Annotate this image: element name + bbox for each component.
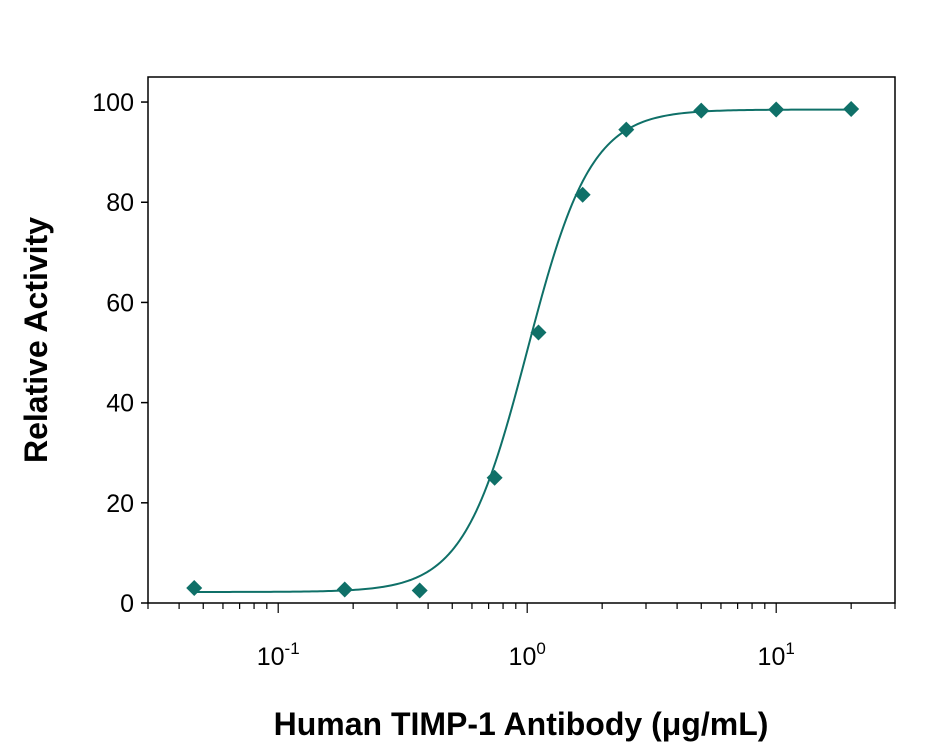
data-point — [411, 582, 428, 599]
data-point — [186, 579, 203, 596]
data-point — [768, 101, 785, 118]
y-axis: 0 20 40 60 80 100 — [92, 89, 148, 618]
x-tick-label: 10-1 — [257, 639, 300, 671]
data-point — [618, 121, 635, 138]
data-point — [336, 581, 353, 598]
data-point — [843, 101, 860, 118]
y-tick-label: 40 — [106, 390, 134, 418]
y-axis-title: Relative Activity — [18, 217, 54, 463]
data-point — [530, 324, 547, 341]
plot-area-frame — [147, 76, 896, 604]
data-point — [693, 102, 710, 119]
y-tick-label: 100 — [92, 89, 134, 117]
data-points — [186, 101, 860, 599]
x-axis: 10-1 100 101 — [147, 603, 896, 671]
y-tick-label: 0 — [120, 590, 134, 618]
y-tick-label: 20 — [106, 490, 134, 518]
data-point — [486, 469, 503, 486]
y-tick-label: 80 — [106, 189, 134, 217]
x-tick-label: 101 — [758, 639, 795, 671]
data-point — [574, 186, 591, 203]
fit-curve — [194, 108, 852, 593]
x-tick-label: 100 — [509, 639, 546, 671]
x-axis-title: Human TIMP-1 Antibody (μg/mL) — [274, 706, 769, 742]
y-tick-label: 60 — [106, 289, 134, 317]
